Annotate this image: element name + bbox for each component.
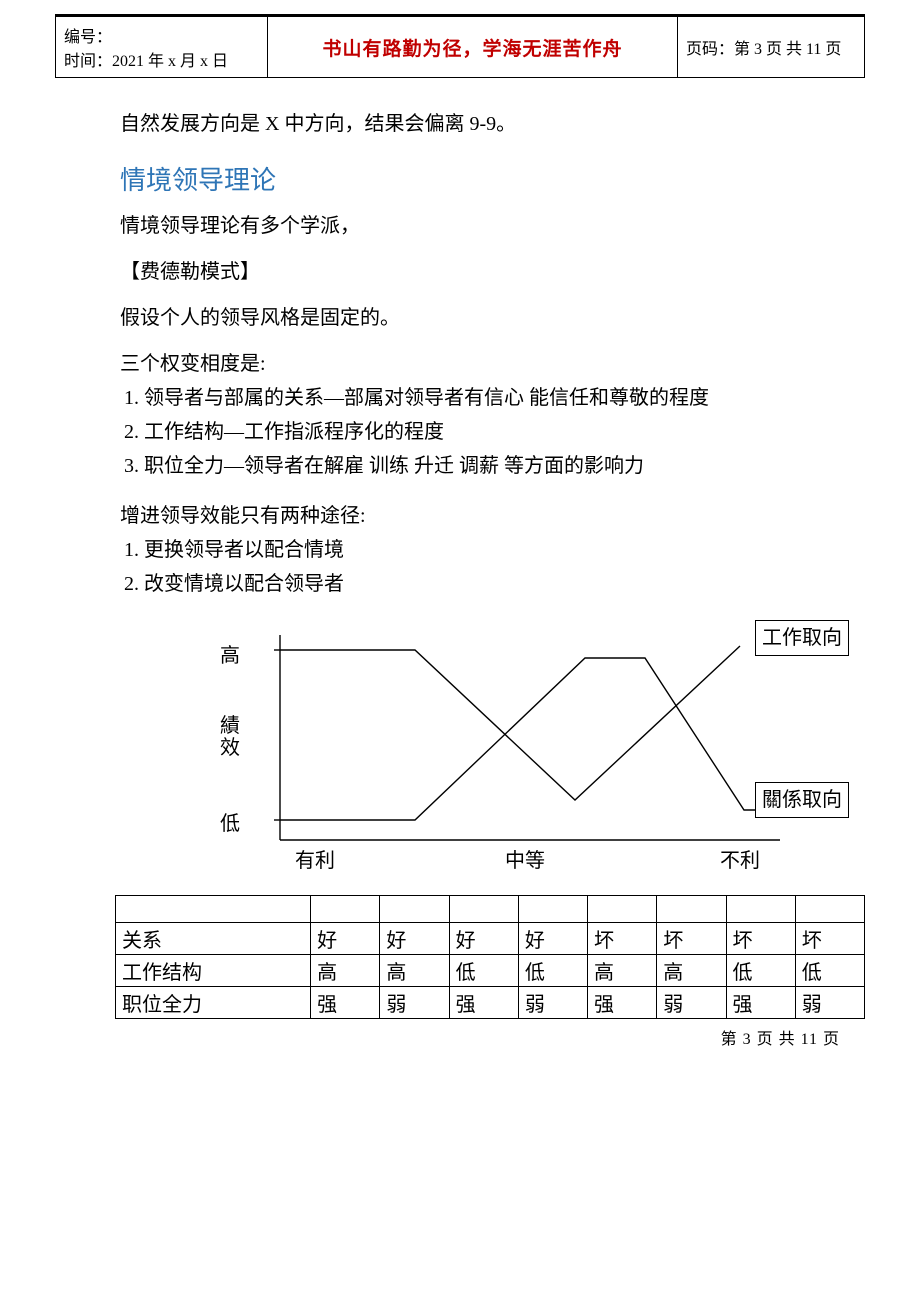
p1: 自然发展方向是 X 中方向，结果会偏离 9-9。 xyxy=(120,108,800,140)
list2: 更换领导者以配合情境 改变情境以配合领导者 xyxy=(144,534,800,600)
x-label-3: 不利 xyxy=(720,845,760,877)
table-cell: 坏 xyxy=(588,922,657,954)
table-cell: 强 xyxy=(588,986,657,1018)
p5: 三个权变相度是: xyxy=(120,348,800,380)
header-right: 页码：第 3 页 共 11 页 xyxy=(678,17,865,78)
table-cell: 低 xyxy=(449,954,518,986)
table-cell: 高 xyxy=(588,954,657,986)
table-cell: 高 xyxy=(311,954,380,986)
header-id-label: 编号： xyxy=(64,23,259,47)
line-label-top: 工作取向 xyxy=(755,620,849,656)
header-date-label: 时间：2021 年 x 月 x 日 xyxy=(64,47,259,71)
content: 自然发展方向是 X 中方向，结果会偏离 9-9。 情境领导理论 情境领导理论有多… xyxy=(120,108,800,885)
y-axis-title-char2: 效 xyxy=(220,737,240,759)
table-cell: 低 xyxy=(795,954,864,986)
p2: 情境领导理论有多个学派， xyxy=(120,210,800,242)
fiedler-chart: 高 績 效 低 有利 中等 不利 工作取向 關係取向 xyxy=(160,620,850,885)
page-footer: 第 3 页 共 11 页 xyxy=(0,1025,840,1049)
table-cell: 弱 xyxy=(380,986,449,1018)
table-cell: 好 xyxy=(518,922,587,954)
x-label-1: 有利 xyxy=(295,845,335,877)
header-page-label: 页码：第 3 页 共 11 页 xyxy=(686,41,841,58)
table-row-label: 职位全力 xyxy=(116,986,311,1018)
y-high-label: 高 xyxy=(220,640,240,672)
list-item: 职位全力—领导者在解雇 训练 升迁 调薪 等方面的影响力 xyxy=(144,450,800,482)
table-cell xyxy=(380,895,449,922)
header-motto: 书山有路勤为径，学海无涯苦作舟 xyxy=(322,39,622,60)
list-item: 领导者与部属的关系—部属对领导者有信心 能信任和尊敬的程度 xyxy=(144,382,800,414)
table-cell xyxy=(795,895,864,922)
table-cell: 低 xyxy=(518,954,587,986)
table-cell: 强 xyxy=(311,986,380,1018)
contingency-table: 关系好好好好坏坏坏坏工作结构高高低低高高低低职位全力强弱强弱强弱强弱 xyxy=(115,895,865,1019)
table-cell: 弱 xyxy=(795,986,864,1018)
list-item: 更换领导者以配合情境 xyxy=(144,534,800,566)
table-cell: 强 xyxy=(449,986,518,1018)
table-cell xyxy=(311,895,380,922)
table-cell: 低 xyxy=(726,954,795,986)
table-cell xyxy=(726,895,795,922)
x-label-2: 中等 xyxy=(505,845,545,877)
table-cell xyxy=(518,895,587,922)
p4: 假设个人的领导风格是固定的。 xyxy=(120,302,800,334)
table-cell: 弱 xyxy=(657,986,726,1018)
section-heading: 情境领导理论 xyxy=(120,160,800,202)
table-cell: 弱 xyxy=(518,986,587,1018)
p3: 【费德勒模式】 xyxy=(120,256,800,288)
list1: 领导者与部属的关系—部属对领导者有信心 能信任和尊敬的程度 工作结构—工作指派程… xyxy=(144,382,800,482)
header-table: 编号： 时间：2021 年 x 月 x 日 书山有路勤为径，学海无涯苦作舟 页码… xyxy=(55,16,865,78)
list-item: 改变情境以配合领导者 xyxy=(144,568,800,600)
table-cell: 高 xyxy=(380,954,449,986)
table-cell: 坏 xyxy=(657,922,726,954)
y-low-label: 低 xyxy=(220,808,240,840)
table-cell: 好 xyxy=(311,922,380,954)
p6: 增进领导效能只有两种途径: xyxy=(120,500,800,532)
table-cell xyxy=(588,895,657,922)
header-left: 编号： 时间：2021 年 x 月 x 日 xyxy=(56,17,268,78)
table-cell: 强 xyxy=(726,986,795,1018)
table-row-label: 工作结构 xyxy=(116,954,311,986)
table-cell xyxy=(449,895,518,922)
line-label-bottom: 關係取向 xyxy=(755,782,849,818)
table-cell xyxy=(116,895,311,922)
y-axis-title-char1: 績 xyxy=(220,715,240,737)
top-rule xyxy=(55,0,865,16)
table-cell xyxy=(657,895,726,922)
table-row-label: 关系 xyxy=(116,922,311,954)
list-item: 工作结构—工作指派程序化的程度 xyxy=(144,416,800,448)
table-cell: 好 xyxy=(380,922,449,954)
header-mid: 书山有路勤为径，学海无涯苦作舟 xyxy=(268,17,678,78)
table-cell: 高 xyxy=(657,954,726,986)
table-cell: 好 xyxy=(449,922,518,954)
table-cell: 坏 xyxy=(795,922,864,954)
table-cell: 坏 xyxy=(726,922,795,954)
